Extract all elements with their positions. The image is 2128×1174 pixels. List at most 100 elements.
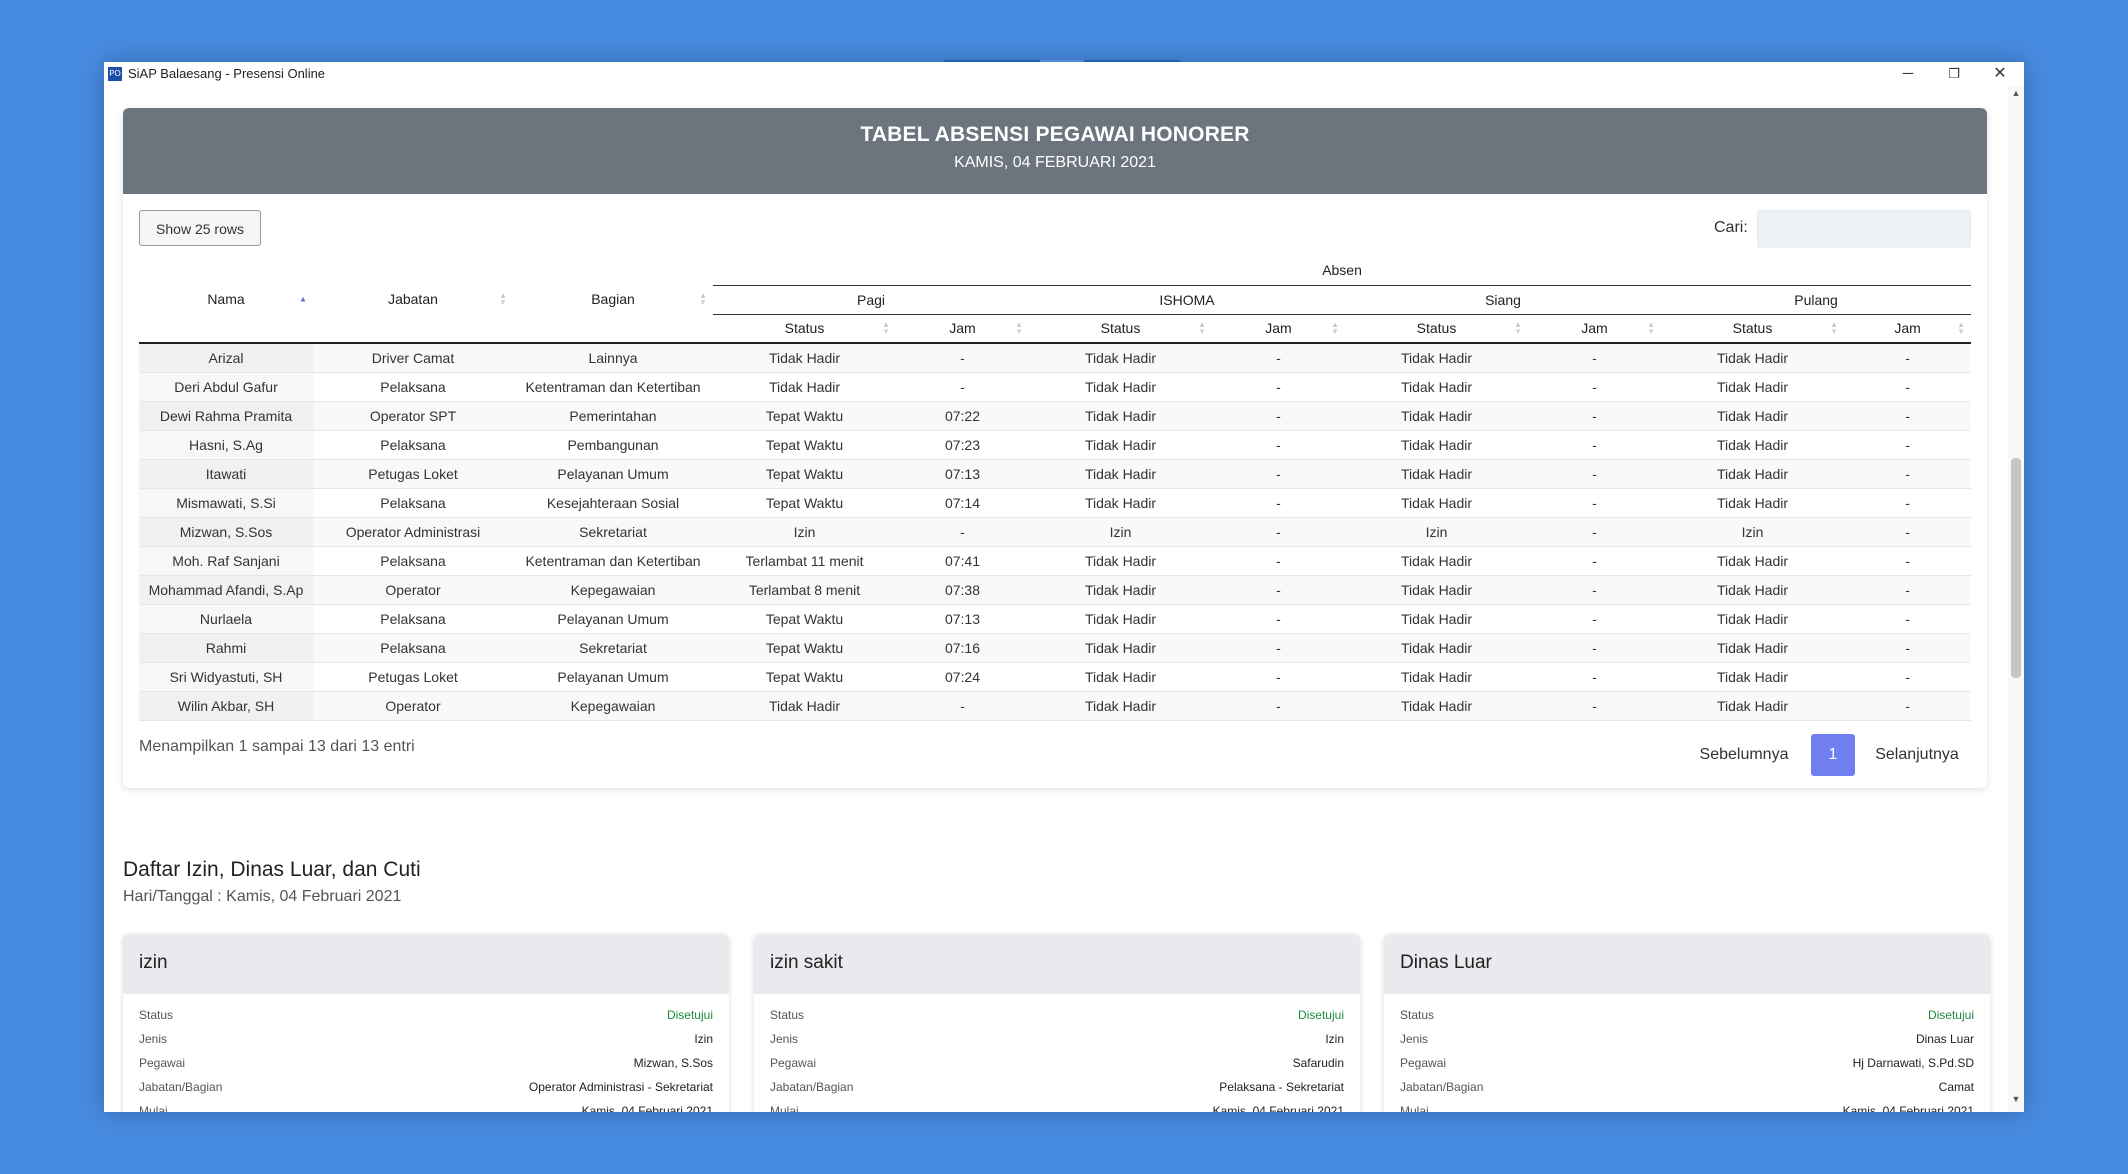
leave-field-pegawai: Pegawai Hj Darnawati, S.Pd.SD	[1400, 1052, 1974, 1076]
page-date: KAMIS, 04 FEBRUARI 2021	[954, 154, 1156, 171]
cell-ishoma-status: Tidak Hadir	[1029, 604, 1212, 634]
close-button[interactable]: ✕	[1993, 65, 2007, 82]
cell-nama: Deri Abdul Gafur	[139, 372, 313, 402]
cell-pulang-status: Tidak Hadir	[1661, 633, 1844, 663]
minimize-button[interactable]: ─	[1902, 65, 1914, 82]
cell-siang-jam: -	[1528, 517, 1661, 547]
cell-ishoma-jam: -	[1212, 546, 1345, 576]
cell-siang-status: Tidak Hadir	[1345, 430, 1528, 460]
cell-pulang-jam: -	[1844, 546, 1972, 576]
cell-pulang-jam: -	[1844, 430, 1972, 460]
scroll-up-arrow-icon[interactable]: ▲	[2011, 88, 2021, 98]
leave-card: izin Status Disetujui Jenis Izin Pegawai Mizwa…	[123, 934, 729, 1112]
cell-pulang-jam: -	[1844, 459, 1972, 489]
cell-nama: Mizwan, S.Sos	[139, 517, 313, 547]
cell-pulang-status: Tidak Hadir	[1661, 604, 1844, 634]
col-pagi-status[interactable]: Status ▲ ▼	[713, 314, 896, 344]
scroll-down-arrow-icon[interactable]: ▼	[2011, 1094, 2021, 1104]
col-jam-label: Jam	[1265, 320, 1292, 337]
leave-field-mulai: Mulai Kamis, 04 Februari 2021	[770, 1100, 1344, 1112]
col-siang-jam[interactable]: Jam ▲ ▼	[1528, 314, 1661, 344]
leave-card-header: izin sakit	[754, 934, 1360, 994]
cell-jabatan: Operator	[313, 691, 513, 721]
cell-pagi-jam: -	[896, 343, 1029, 373]
group-siang: Siang	[1345, 285, 1661, 315]
status-badge: Disetujui	[666, 1008, 713, 1022]
cell-ishoma-status: Tidak Hadir	[1029, 662, 1212, 692]
col-pulang-status[interactable]: Status ▲ ▼	[1661, 314, 1844, 344]
cell-jabatan: Petugas Loket	[313, 662, 513, 692]
cell-nama: Wilin Akbar, SH	[139, 691, 313, 721]
cell-pulang-jam: -	[1844, 401, 1972, 431]
pagination-prev[interactable]: Sebelumnya	[1699, 746, 1789, 763]
pagination-page-1[interactable]: 1	[1811, 734, 1855, 776]
cell-bagian: Sekretariat	[513, 517, 713, 547]
col-jabatan[interactable]: Jabatan ▲ ▼	[313, 256, 513, 344]
col-absen: Absen	[713, 256, 1972, 286]
page-title: TABEL ABSENSI PEGAWAI HONORER	[860, 123, 1250, 146]
show-rows-button[interactable]: Show 25 rows	[139, 210, 261, 246]
cell-ishoma-jam: -	[1212, 372, 1345, 402]
attendance-table: Nama ▲ Jabatan ▲ ▼ Bagian ▲ ▼ Absen	[139, 256, 1972, 721]
cell-siang-status: Tidak Hadir	[1345, 343, 1528, 373]
col-pulang-jam[interactable]: Jam ▲ ▼	[1844, 314, 1972, 344]
group-pulang: Pulang	[1661, 285, 1972, 315]
cell-siang-jam: -	[1528, 488, 1661, 518]
sort-icon: ▲ ▼	[1647, 320, 1655, 337]
group-pagi: Pagi	[713, 285, 1029, 315]
app-window: PO SiAP Balaesang - Presensi Online ─ ❐ …	[104, 62, 2024, 1112]
col-bagian-label: Bagian	[591, 291, 635, 307]
cell-pagi-jam: 07:41	[896, 546, 1029, 576]
cell-pagi-jam: 07:16	[896, 633, 1029, 663]
attendance-card: TABEL ABSENSI PEGAWAI HONORER KAMIS, 04 …	[123, 108, 1987, 788]
sort-icon: ▲ ▼	[1331, 320, 1339, 337]
sort-icon: ▲ ▼	[499, 291, 507, 307]
col-nama[interactable]: Nama ▲	[139, 256, 313, 344]
cell-pulang-status: Tidak Hadir	[1661, 575, 1844, 605]
cell-nama: Mohammad Afandi, S.Ap	[139, 575, 313, 605]
cell-ishoma-status: Tidak Hadir	[1029, 401, 1212, 431]
col-ishoma-jam[interactable]: Jam ▲ ▼	[1212, 314, 1345, 344]
scrollbar-thumb[interactable]	[2011, 458, 2021, 678]
cell-pulang-status: Tidak Hadir	[1661, 546, 1844, 576]
col-bagian[interactable]: Bagian ▲ ▼	[513, 256, 713, 344]
cell-pulang-jam: -	[1844, 575, 1972, 605]
table-row: Sri Widyastuti, SH Petugas Loket Pelayanan…	[139, 662, 1972, 692]
maximize-button[interactable]: ❐	[1948, 66, 1960, 81]
cell-siang-status: Tidak Hadir	[1345, 575, 1528, 605]
col-status-label: Status	[1416, 320, 1457, 337]
cell-pulang-jam: -	[1844, 488, 1972, 518]
leave-field-value: Kamis, 04 Februari 2021	[1842, 1104, 1974, 1112]
window-title: SiAP Balaesang - Presensi Online	[128, 66, 326, 81]
leave-field-value: Hj Darnawati, S.Pd.SD	[1852, 1056, 1974, 1070]
leave-field-jabatan: Jabatan/Bagian Operator Administrasi - Se…	[139, 1076, 713, 1100]
cell-ishoma-jam: -	[1212, 488, 1345, 518]
cell-pagi-jam: -	[896, 517, 1029, 547]
cell-jabatan: Pelaksana	[313, 633, 513, 663]
table-row: Nurlaela Pelaksana Pelayanan Umum Tepat Wak…	[139, 604, 1972, 634]
leave-card-title: izin sakit	[770, 952, 843, 973]
col-ishoma-status[interactable]: Status ▲ ▼	[1029, 314, 1212, 344]
cell-jabatan: Petugas Loket	[313, 459, 513, 489]
cell-siang-jam: -	[1528, 372, 1661, 402]
col-pagi-jam[interactable]: Jam ▲ ▼	[896, 314, 1029, 344]
cell-siang-jam: -	[1528, 691, 1661, 721]
leave-field-value: Camat	[1938, 1080, 1974, 1094]
table-row: Moh. Raf Sanjani Pelaksana Ketentraman dan…	[139, 546, 1972, 576]
cell-siang-status: Izin	[1345, 517, 1528, 547]
leave-field-jenis: Jenis Dinas Luar	[1400, 1028, 1974, 1052]
leave-field-value: Izin	[694, 1032, 713, 1046]
cell-nama: Rahmi	[139, 633, 313, 663]
cell-siang-jam: -	[1528, 546, 1661, 576]
table-row: Deri Abdul Gafur Pelaksana Ketentraman dan…	[139, 372, 1972, 402]
leave-card-header: Dinas Luar	[1384, 934, 1990, 994]
cell-pagi-jam: -	[896, 372, 1029, 402]
cell-ishoma-status: Tidak Hadir	[1029, 575, 1212, 605]
col-siang-status[interactable]: Status ▲ ▼	[1345, 314, 1528, 344]
leave-field-label: Mulai	[770, 1104, 799, 1112]
cell-bagian: Pelayanan Umum	[513, 604, 713, 634]
search-input[interactable]	[1757, 210, 1971, 248]
cell-pagi-status: Tepat Waktu	[713, 459, 896, 489]
cell-pulang-status: Tidak Hadir	[1661, 372, 1844, 402]
pagination-next[interactable]: Selanjutnya	[1875, 746, 1959, 763]
